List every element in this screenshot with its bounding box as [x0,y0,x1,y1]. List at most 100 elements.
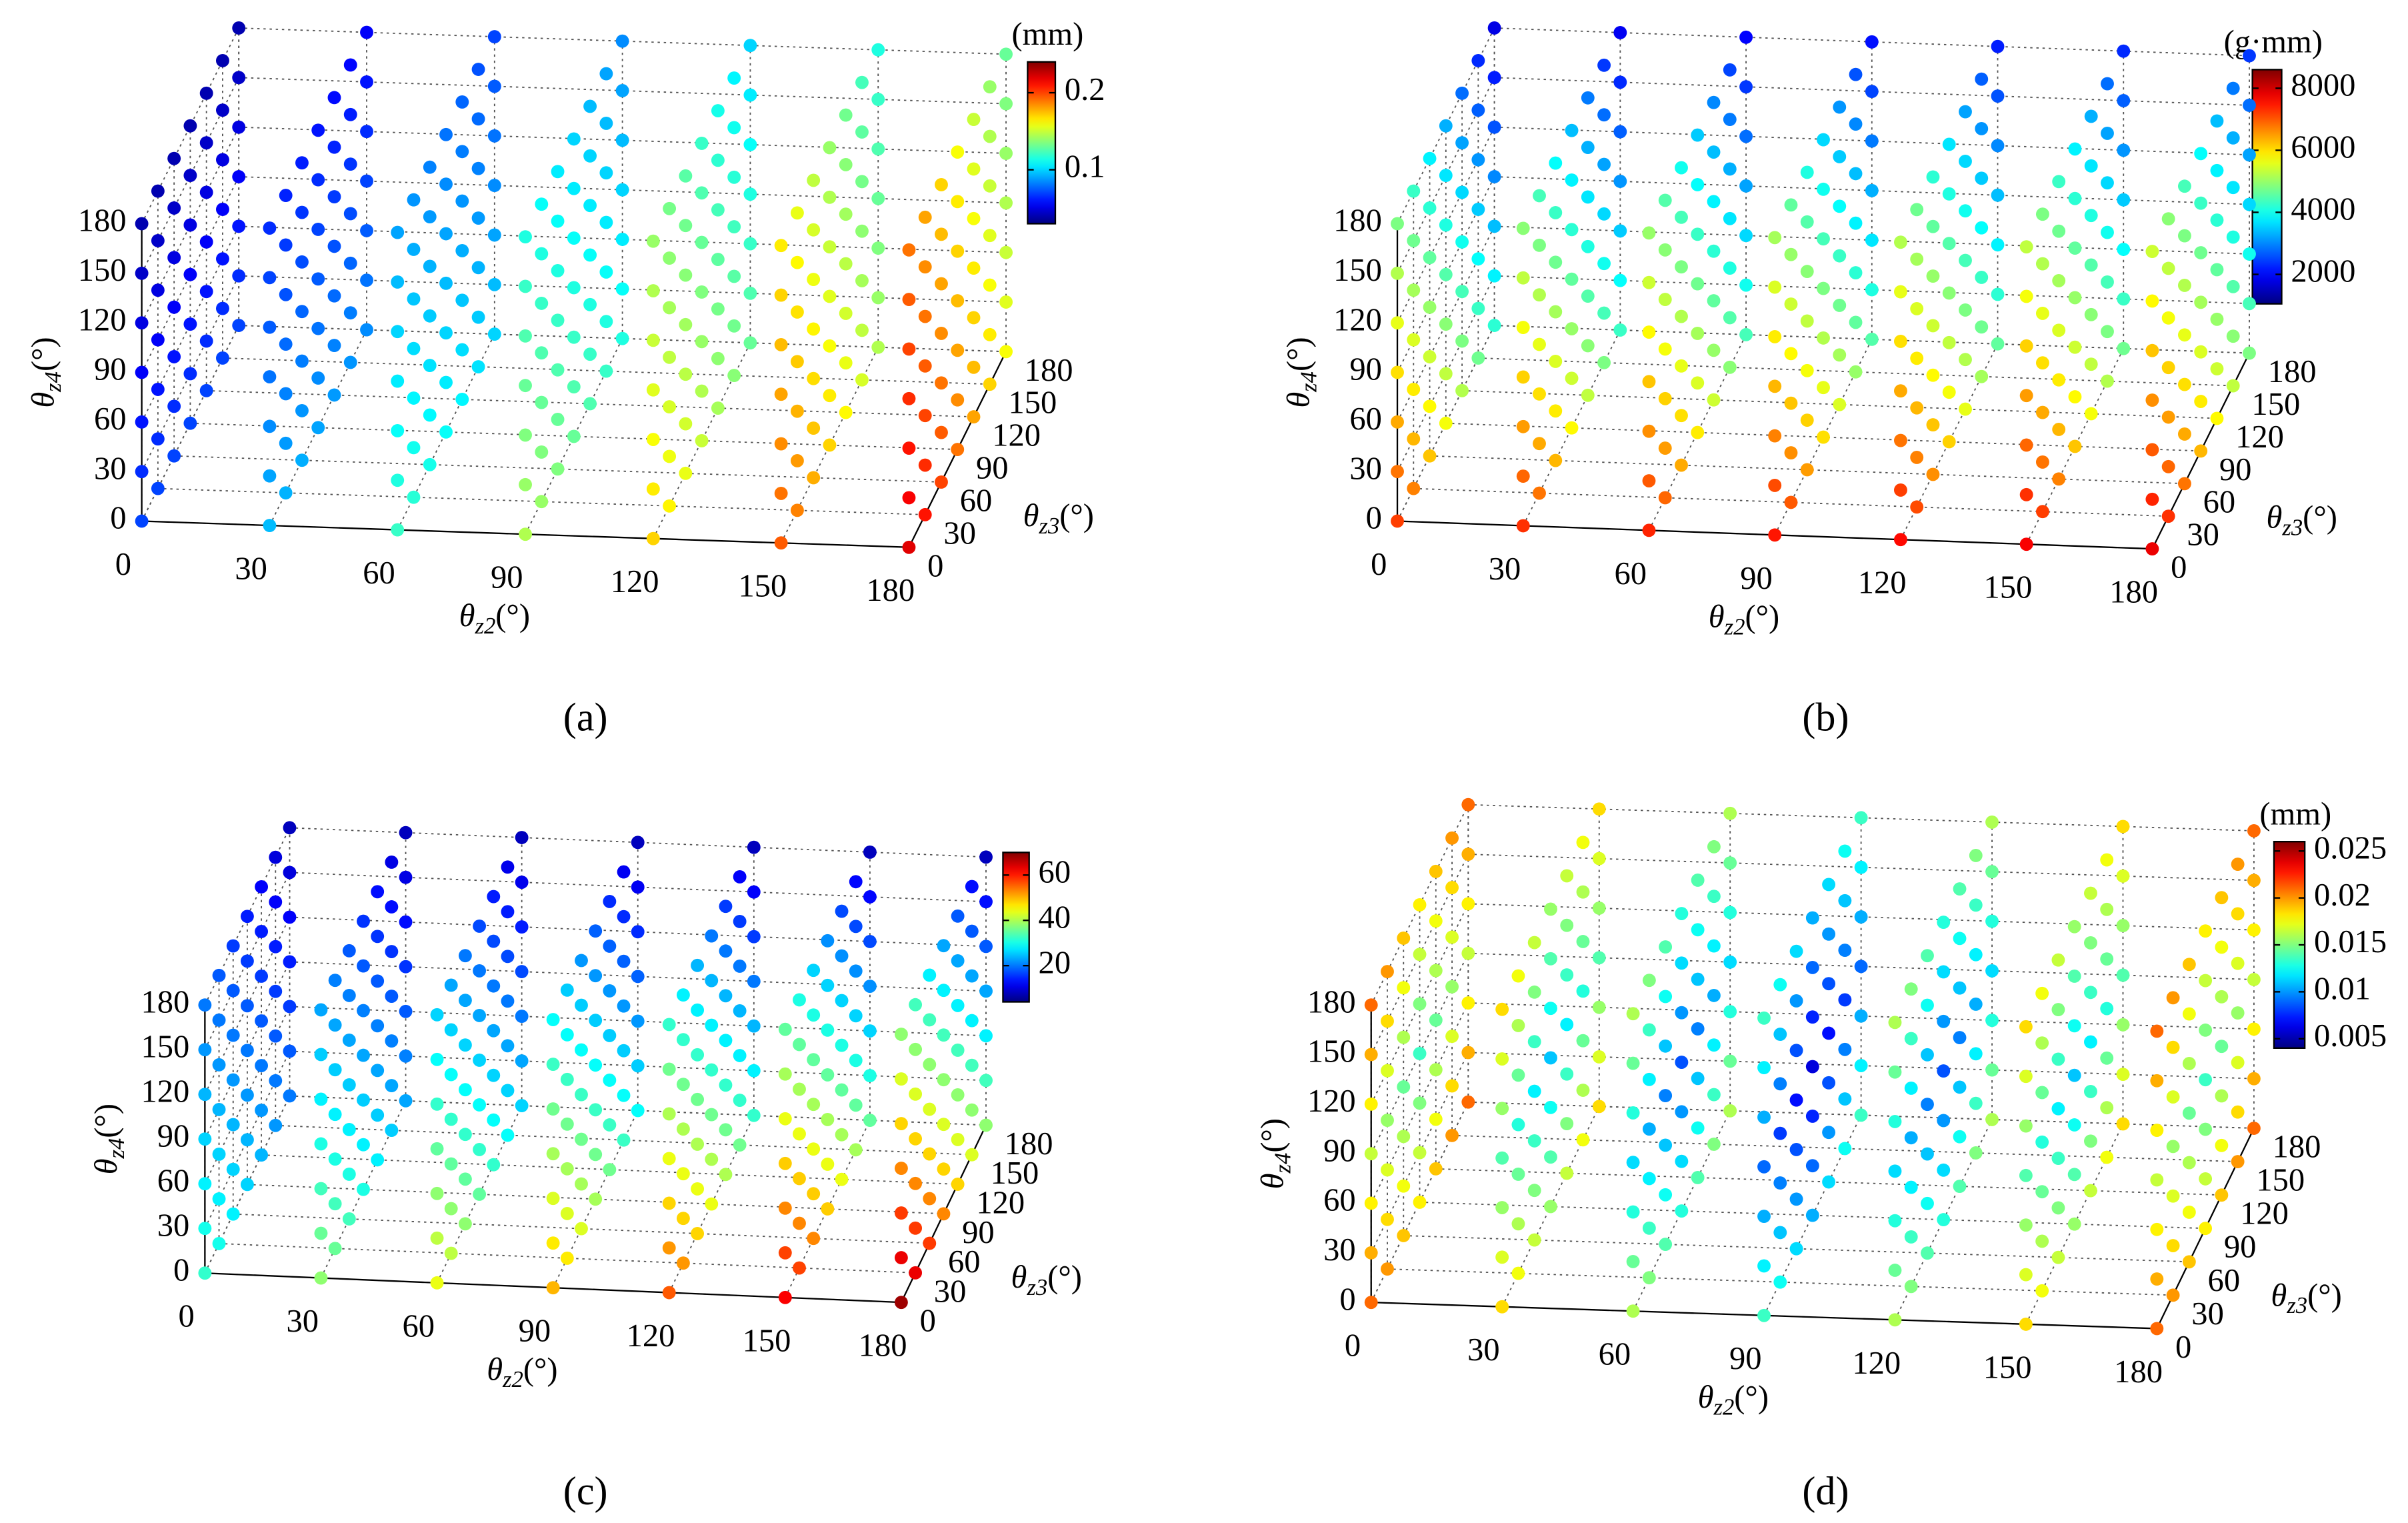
data-point [1838,1092,1852,1106]
data-point [1757,1308,1771,1322]
data-point [1707,95,1721,109]
label-subscript: z2 [474,613,495,639]
colorbar-tick-label: 0.015 [2314,924,2387,960]
data-point [1739,129,1753,143]
data-point [1544,952,1557,966]
data-point [385,856,399,869]
data-point [2150,1322,2164,1336]
data-point [711,203,725,217]
data-point [778,1201,792,1215]
data-point [1581,339,1595,353]
data-point [1893,235,1907,249]
data-point [1707,393,1721,407]
panel-label: (a) [563,695,608,739]
data-point [1817,281,1830,295]
data-point [473,1188,487,1201]
data-point [1397,1030,1411,1044]
data-point [999,47,1013,61]
x-tick-label: 180 [859,1328,907,1364]
data-point [575,1043,588,1057]
data-point [575,1132,588,1146]
data-point [2243,197,2256,211]
data-point [226,939,240,953]
data-point [2019,1070,2033,1084]
data-point [471,112,485,126]
data-point [863,980,877,993]
data-point [455,243,469,257]
data-point [232,319,246,332]
data-point [663,449,677,463]
data-point [1455,235,1469,249]
data-point [1549,156,1563,170]
data-point [2231,1006,2245,1020]
data-point [439,177,453,191]
data-point [617,865,631,879]
data-point [2035,505,2049,519]
data-point [691,1226,705,1240]
data-point [1937,1213,1951,1227]
data-point [2182,1206,2196,1219]
data-point [1576,984,1590,998]
data-point [151,382,165,396]
data-point [2166,1140,2180,1154]
data-point [1854,1059,1868,1072]
data-point [255,1148,269,1162]
data-point [1413,898,1427,912]
data-point [2145,542,2159,556]
data-point [1391,365,1404,379]
data-point [295,205,309,219]
data-point [2243,49,2256,63]
data-point [835,1172,849,1186]
data-point [283,910,297,924]
data-point [1904,982,1918,996]
y-tick-label: 90 [962,1215,995,1250]
data-point [923,1192,937,1206]
data-point [918,210,932,224]
data-point [778,1246,792,1260]
data-point [979,1074,993,1088]
data-point [615,282,629,296]
data-point [790,454,804,467]
data-point [894,1028,908,1041]
data-point [778,1112,792,1126]
data-point [360,125,373,139]
data-point [135,316,149,330]
data-point [1926,467,1940,481]
data-point [705,929,719,943]
data-point [1642,974,1656,988]
data-point [1926,170,1940,184]
data-point [1487,120,1501,134]
label-unit: (°) [1255,1118,1291,1153]
data-point [2182,1156,2196,1170]
data-point [2019,289,2033,303]
data-point [515,831,529,844]
x-tick-label: 60 [403,1308,435,1344]
data-point [1407,382,1421,396]
data-point [727,170,741,184]
data-point [1391,266,1404,280]
data-point [1707,1137,1721,1151]
data-point [2210,163,2224,177]
data-point [1423,201,1437,215]
data-point [255,1059,269,1072]
data-point [1495,1002,1509,1016]
panel-label: (b) [1802,695,1849,739]
data-point [983,278,997,292]
data-point [444,1246,458,1260]
data-point [603,1118,617,1132]
data-point [743,137,757,151]
data-point [871,93,885,107]
data-point [1757,1011,1771,1025]
data-point [1445,930,1459,944]
data-point [2215,1040,2229,1054]
x-tick-label: 150 [1983,1350,2032,1385]
data-point [1904,1180,1918,1194]
data-point [863,846,877,859]
data-point [705,974,719,988]
data-point [2067,1019,2081,1033]
data-point [385,990,399,1003]
data-point [1833,150,1847,163]
data-point [444,1023,458,1037]
data-point [546,1236,560,1250]
data-point [662,1241,676,1255]
